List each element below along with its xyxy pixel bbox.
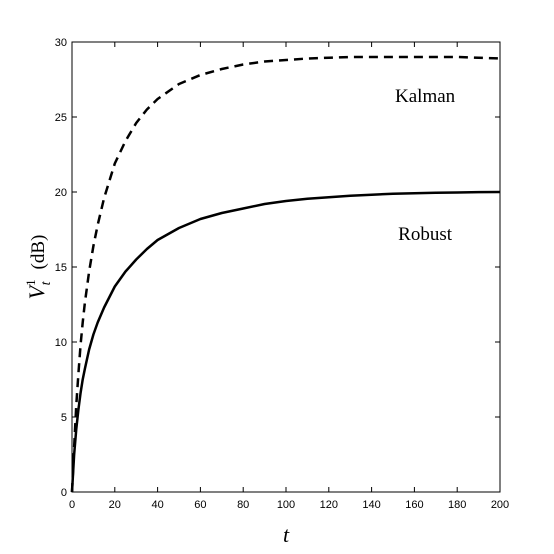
- y-axis-label-superscript: 1: [23, 279, 38, 286]
- y-tick-label: 0: [61, 487, 67, 499]
- x-tick-label: 160: [405, 499, 423, 511]
- y-tick-label: 20: [55, 187, 67, 199]
- y-tick-label: 15: [55, 262, 67, 274]
- y-axis-label-unit: (dB): [28, 235, 49, 270]
- x-tick-label: 20: [109, 499, 121, 511]
- y-tick-label: 5: [61, 412, 67, 424]
- y-axis-label: V1t (dB): [23, 235, 54, 300]
- x-tick-label: 180: [448, 499, 466, 511]
- plot-area: [71, 41, 501, 493]
- x-tick-label: 80: [237, 499, 249, 511]
- x-tick-label: 140: [362, 499, 380, 511]
- svg-text:V1t(dB): V1t (dB): [23, 235, 54, 300]
- y-tick-label: 10: [55, 337, 67, 349]
- x-tick-label: 100: [277, 499, 295, 511]
- series-group: [70, 55, 501, 493]
- annotations: Kalman Robust: [395, 86, 456, 245]
- series-line-robust: [70, 190, 501, 493]
- y-axis-label-subscript: t: [39, 280, 54, 285]
- x-tick-label: 200: [491, 499, 509, 511]
- y-tick-label: 30: [55, 37, 67, 49]
- x-tick-label: 40: [151, 499, 163, 511]
- x-axis-label: t: [283, 522, 290, 547]
- y-tick-label: 25: [55, 112, 67, 124]
- y-axis-label-symbol: V: [24, 283, 49, 299]
- x-tick-label: 120: [320, 499, 338, 511]
- tick-labels: 0 20 40 60 80 100 120 140 160 180 200 0 5 10 15 20 25 30: [55, 37, 509, 511]
- x-tick-label: 0: [69, 499, 75, 511]
- series-line-kalman: [70, 55, 501, 493]
- annotation-kalman: Kalman: [395, 86, 456, 107]
- x-tick-label: 60: [194, 499, 206, 511]
- annotation-robust: Robust: [398, 224, 453, 245]
